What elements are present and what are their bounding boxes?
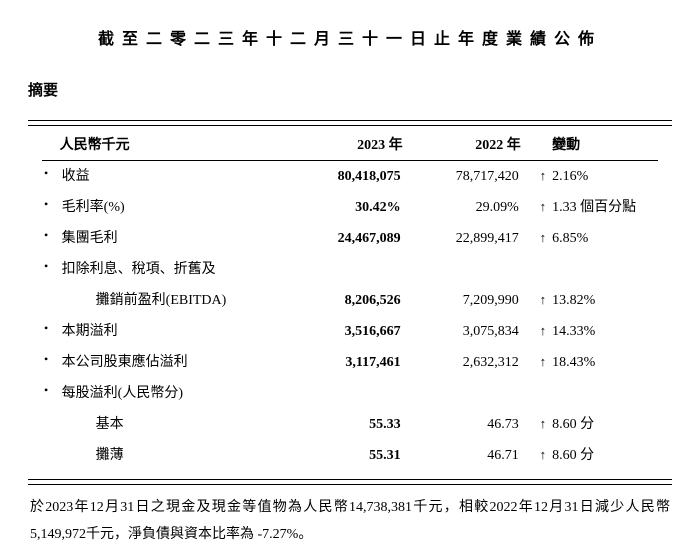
bullet-cell: • bbox=[42, 254, 60, 285]
table-row: 攤銷前盈利(EBITDA)8,206,5267,209,990 ↑13.82% bbox=[42, 285, 658, 316]
arrow-cell bbox=[521, 254, 550, 285]
page-title: 截至二零二三年十二月三十一日止年度業績公佈 bbox=[28, 25, 672, 49]
row-label: 每股溢利(人民幣分) bbox=[60, 378, 285, 409]
value-2022: 7,209,990 bbox=[403, 285, 521, 316]
change-value: 6.85% bbox=[550, 223, 658, 254]
value-2023: 30.42% bbox=[284, 192, 402, 223]
header-change: 變動 bbox=[550, 134, 658, 161]
bullet-icon: • bbox=[44, 166, 48, 180]
header-unit: 人民幣千元 bbox=[60, 134, 285, 161]
table-row: • 本公司股東應佔溢利3,117,4612,632,312 ↑18.43% bbox=[42, 347, 658, 378]
financial-summary-table: 人民幣千元 2023 年 2022 年 變動 • 收益80,418,07578,7… bbox=[42, 134, 658, 471]
bullet-cell: • bbox=[42, 161, 60, 193]
value-2022: 3,075,834 bbox=[403, 316, 521, 347]
row-label: 攤銷前盈利(EBITDA) bbox=[60, 285, 285, 316]
arrow-up-icon: ↑ bbox=[540, 292, 547, 307]
table-row: • 集團毛利24,467,08922,899,417 ↑6.85% bbox=[42, 223, 658, 254]
value-2022: 2,632,312 bbox=[403, 347, 521, 378]
change-value: 2.16% bbox=[550, 161, 658, 193]
table-row: 攤薄55.3146.71 ↑8.60 分 bbox=[42, 440, 658, 471]
table-outer-border: 人民幣千元 2023 年 2022 年 變動 • 收益80,418,07578,7… bbox=[28, 120, 672, 485]
value-2022: 78,717,420 bbox=[403, 161, 521, 193]
change-value bbox=[550, 254, 658, 285]
arrow-up-icon: ↑ bbox=[540, 323, 547, 338]
bullet-cell bbox=[42, 440, 60, 471]
value-2022: 29.09% bbox=[403, 192, 521, 223]
value-2023: 3,117,461 bbox=[284, 347, 402, 378]
bullet-cell: • bbox=[42, 223, 60, 254]
table-body: •收益80,418,07578,717,420↑2.16%•毛利率(%)30.4… bbox=[42, 161, 658, 472]
row-label: 扣除利息、稅項、折舊及 bbox=[60, 254, 285, 285]
row-label: 毛利率(%) bbox=[60, 192, 285, 223]
bullet-cell: • bbox=[42, 192, 60, 223]
arrow-up-icon: ↑ bbox=[540, 354, 547, 369]
arrow-cell: ↑ bbox=[521, 347, 550, 378]
bullet-cell: • bbox=[42, 316, 60, 347]
change-value: 1.33 個百分點 bbox=[550, 192, 658, 223]
value-2022: 46.71 bbox=[403, 440, 521, 471]
bullet-cell bbox=[42, 409, 60, 440]
change-value: 8.60 分 bbox=[550, 440, 658, 471]
row-label: 本公司股東應佔溢利 bbox=[60, 347, 285, 378]
table-row: • 本期溢利3,516,6673,075,834 ↑14.33% bbox=[42, 316, 658, 347]
arrow-cell: ↑ bbox=[521, 409, 550, 440]
bullet-icon: • bbox=[44, 352, 48, 366]
value-2023: 8,206,526 bbox=[284, 285, 402, 316]
change-value: 14.33% bbox=[550, 316, 658, 347]
value-2022: 46.73 bbox=[403, 409, 521, 440]
table-row: • 每股溢利(人民幣分) bbox=[42, 378, 658, 409]
row-label: 本期溢利 bbox=[60, 316, 285, 347]
change-value: 13.82% bbox=[550, 285, 658, 316]
bullet-cell: • bbox=[42, 378, 60, 409]
arrow-cell: ↑ bbox=[521, 285, 550, 316]
value-2023: 55.33 bbox=[284, 409, 402, 440]
arrow-up-icon: ↑ bbox=[540, 199, 547, 214]
footnote-text: 於2023年12月31日之現金及現金等值物為人民幣14,738,381千元，相較… bbox=[28, 495, 672, 548]
value-2023: 24,467,089 bbox=[284, 223, 402, 254]
section-subtitle: 摘要 bbox=[28, 79, 672, 100]
bullet-cell bbox=[42, 285, 60, 316]
table-row: • 收益80,418,07578,717,420 ↑2.16% bbox=[42, 161, 658, 193]
arrow-cell: ↑ bbox=[521, 161, 550, 193]
header-2023: 2023 年 bbox=[284, 134, 402, 161]
table-inner-border: 人民幣千元 2023 年 2022 年 變動 • 收益80,418,07578,7… bbox=[28, 125, 672, 480]
arrow-up-icon: ↑ bbox=[540, 230, 547, 245]
arrow-up-icon: ↑ bbox=[540, 416, 547, 431]
table-row: • 扣除利息、稅項、折舊及 bbox=[42, 254, 658, 285]
change-value bbox=[550, 378, 658, 409]
change-value: 8.60 分 bbox=[550, 409, 658, 440]
table-row: • 毛利率(%)30.42%29.09% ↑1.33 個百分點 bbox=[42, 192, 658, 223]
arrow-cell: ↑ bbox=[521, 440, 550, 471]
value-2022 bbox=[403, 254, 521, 285]
header-2022: 2022 年 bbox=[403, 134, 521, 161]
value-2023 bbox=[284, 254, 402, 285]
row-label: 收益 bbox=[60, 161, 285, 193]
table-row: 基本55.3346.73 ↑8.60 分 bbox=[42, 409, 658, 440]
bullet-icon: • bbox=[44, 197, 48, 211]
arrow-cell bbox=[521, 378, 550, 409]
row-label: 集團毛利 bbox=[60, 223, 285, 254]
bullet-icon: • bbox=[44, 228, 48, 242]
change-value: 18.43% bbox=[550, 347, 658, 378]
bullet-icon: • bbox=[44, 383, 48, 397]
value-2023 bbox=[284, 378, 402, 409]
value-2023: 3,516,667 bbox=[284, 316, 402, 347]
row-label: 攤薄 bbox=[60, 440, 285, 471]
table-header-row: 人民幣千元 2023 年 2022 年 變動 bbox=[42, 134, 658, 161]
row-label: 基本 bbox=[60, 409, 285, 440]
bullet-icon: • bbox=[44, 259, 48, 273]
arrow-cell: ↑ bbox=[521, 192, 550, 223]
arrow-cell: ↑ bbox=[521, 223, 550, 254]
arrow-up-icon: ↑ bbox=[540, 447, 547, 462]
value-2022: 22,899,417 bbox=[403, 223, 521, 254]
arrow-cell: ↑ bbox=[521, 316, 550, 347]
value-2022 bbox=[403, 378, 521, 409]
bullet-icon: • bbox=[44, 321, 48, 335]
value-2023: 55.31 bbox=[284, 440, 402, 471]
value-2023: 80,418,075 bbox=[284, 161, 402, 193]
bullet-cell: • bbox=[42, 347, 60, 378]
arrow-up-icon: ↑ bbox=[540, 168, 547, 183]
